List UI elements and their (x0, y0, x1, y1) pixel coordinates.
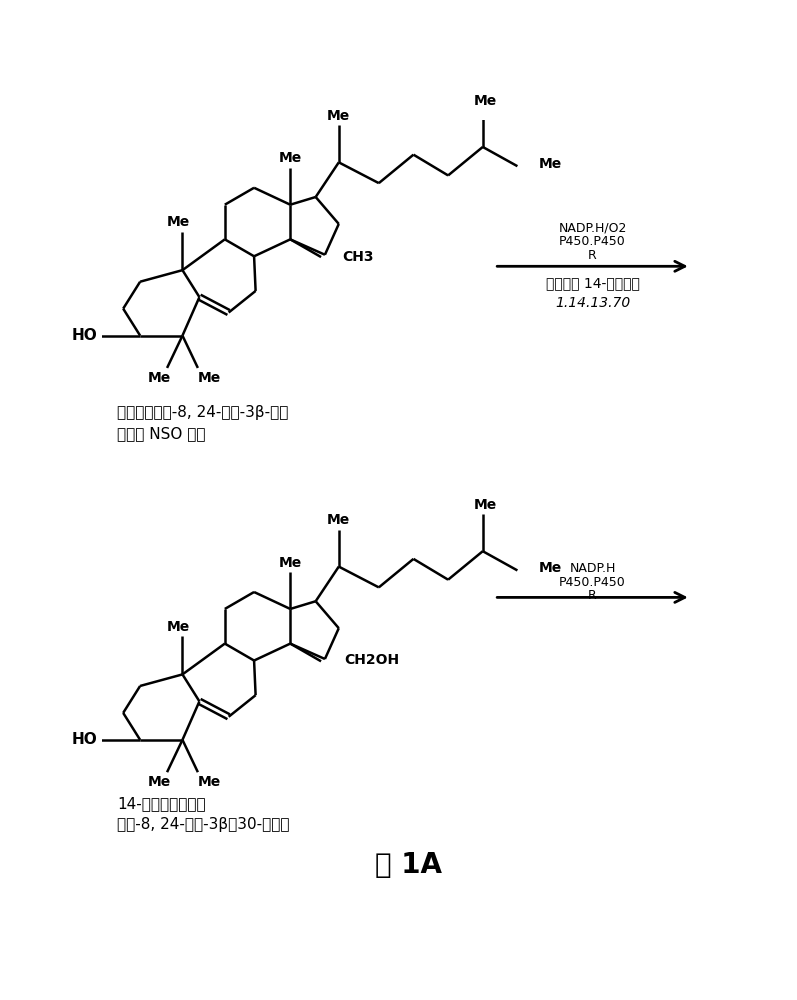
Text: CH3: CH3 (343, 250, 374, 264)
Text: 羊毛甜醇（甜-8, 24-二烯-3β-醇）: 羊毛甜醇（甜-8, 24-二烯-3β-醇） (117, 405, 289, 420)
Text: Me: Me (539, 561, 562, 575)
Text: HO: HO (71, 328, 97, 343)
Text: 图 1A: 图 1A (375, 851, 442, 879)
Text: P450.P450: P450.P450 (559, 235, 626, 248)
Text: NADP.H/O2: NADP.H/O2 (559, 221, 626, 234)
Text: Me: Me (327, 513, 351, 527)
Text: HO: HO (71, 732, 97, 747)
Text: Me: Me (473, 498, 497, 512)
Text: CH2OH: CH2OH (344, 653, 399, 667)
Text: Me: Me (327, 109, 351, 123)
Text: NADP.H: NADP.H (569, 562, 615, 575)
Text: Me: Me (167, 620, 190, 634)
Text: R: R (588, 249, 597, 262)
Text: R: R (588, 589, 597, 602)
Text: （甜-8, 24-二烯-3β，30-二醇）: （甜-8, 24-二烯-3β，30-二醇） (117, 817, 289, 832)
Text: 不支持 NSO 生长: 不支持 NSO 生长 (117, 426, 206, 441)
Text: Me: Me (198, 775, 221, 789)
Text: Me: Me (147, 371, 171, 385)
Text: Me: Me (147, 775, 171, 789)
Text: 羊毛甜醇 14-脱甲基鄷: 羊毛甜醇 14-脱甲基鄷 (546, 276, 639, 290)
Text: Me: Me (473, 94, 497, 108)
Text: Me: Me (279, 151, 302, 165)
Text: 1.14.13.70: 1.14.13.70 (555, 296, 630, 310)
Text: Me: Me (539, 157, 562, 171)
Text: Me: Me (198, 371, 221, 385)
Text: Me: Me (279, 556, 302, 570)
Text: Me: Me (167, 215, 190, 229)
Text: P450.P450: P450.P450 (559, 576, 626, 588)
Text: 14-脱甲基羊毛甜醇: 14-脱甲基羊毛甜醇 (117, 796, 206, 811)
